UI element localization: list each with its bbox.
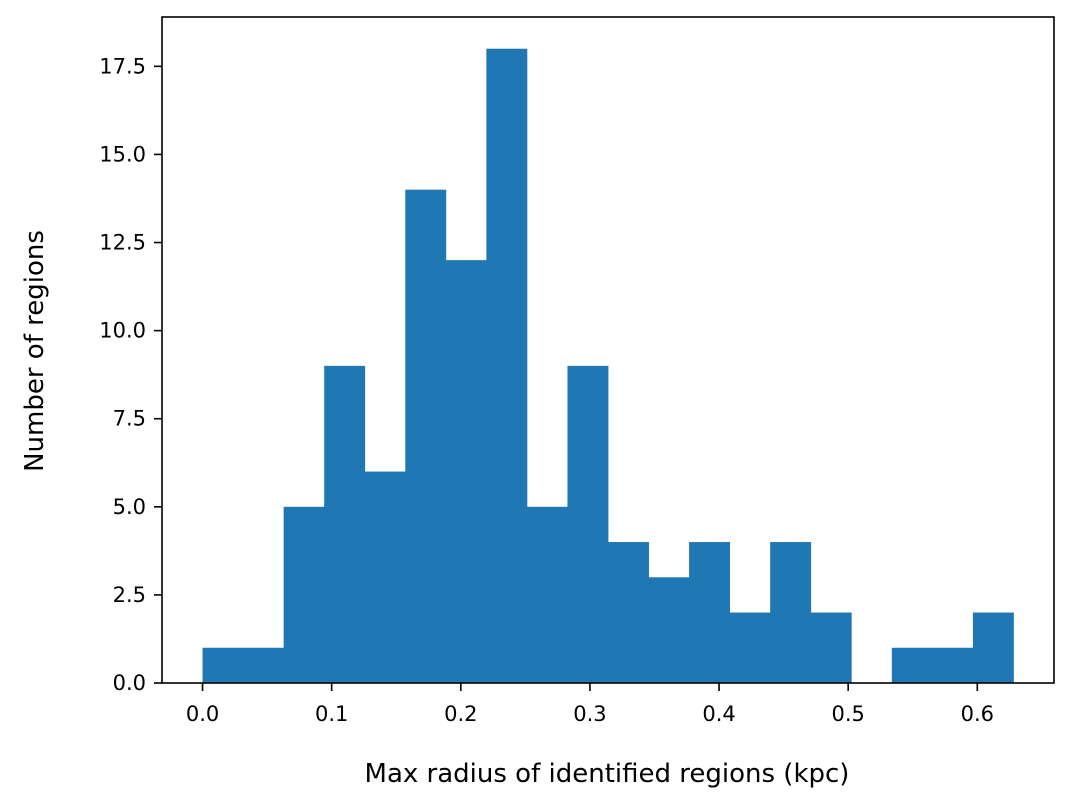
x-tick-label: 0.6 (961, 702, 994, 726)
histogram-bar (405, 189, 447, 683)
y-tick-label: 10.0 (99, 319, 146, 343)
histogram-bar (972, 612, 1014, 683)
y-axis-label: Number of regions (20, 230, 50, 472)
histogram-bar (364, 471, 406, 683)
x-tick-label: 0.4 (702, 702, 735, 726)
histogram-bar (932, 647, 974, 683)
histogram-bar (243, 647, 285, 683)
histogram-bar (486, 48, 528, 683)
histogram-bar (891, 647, 933, 683)
histogram-bar (608, 542, 649, 683)
y-tick-label: 12.5 (99, 231, 146, 255)
histogram-bar (729, 612, 771, 683)
histogram-bar (526, 506, 568, 683)
y-axis-ticks: 0.0 2.5 5.0 7.5 10.0 12.5 15.0 17.5 (99, 54, 162, 695)
histogram-bar (689, 542, 731, 683)
histogram-bar (648, 577, 690, 683)
y-tick-label: 0.0 (113, 671, 146, 695)
x-tick-label: 0.2 (444, 702, 477, 726)
axes-frame (161, 16, 1055, 684)
y-tick-label: 17.5 (99, 54, 146, 78)
y-tick-label: 5.0 (113, 495, 146, 519)
y-tick-label: 2.5 (113, 583, 146, 607)
histogram-bar (445, 260, 487, 683)
x-tick-label: 0.5 (831, 702, 864, 726)
x-axis-label: Max radius of identified regions (kpc) (365, 759, 850, 789)
histogram-bar (770, 542, 812, 683)
y-tick-label: 15.0 (99, 142, 146, 166)
histogram-bar (567, 365, 609, 683)
x-axis-ticks: 0.0 0.1 0.2 0.3 0.4 0.5 0.6 (186, 683, 994, 726)
histogram-bar (202, 647, 244, 683)
x-tick-label: 0.3 (573, 702, 606, 726)
histogram-bars (202, 48, 1014, 683)
y-tick-label: 7.5 (113, 407, 146, 431)
histogram-bar (324, 365, 366, 683)
histogram-bar (810, 612, 852, 683)
histogram-bar (283, 506, 325, 683)
x-tick-label: 0.0 (186, 702, 219, 726)
x-tick-label: 0.1 (315, 702, 348, 726)
